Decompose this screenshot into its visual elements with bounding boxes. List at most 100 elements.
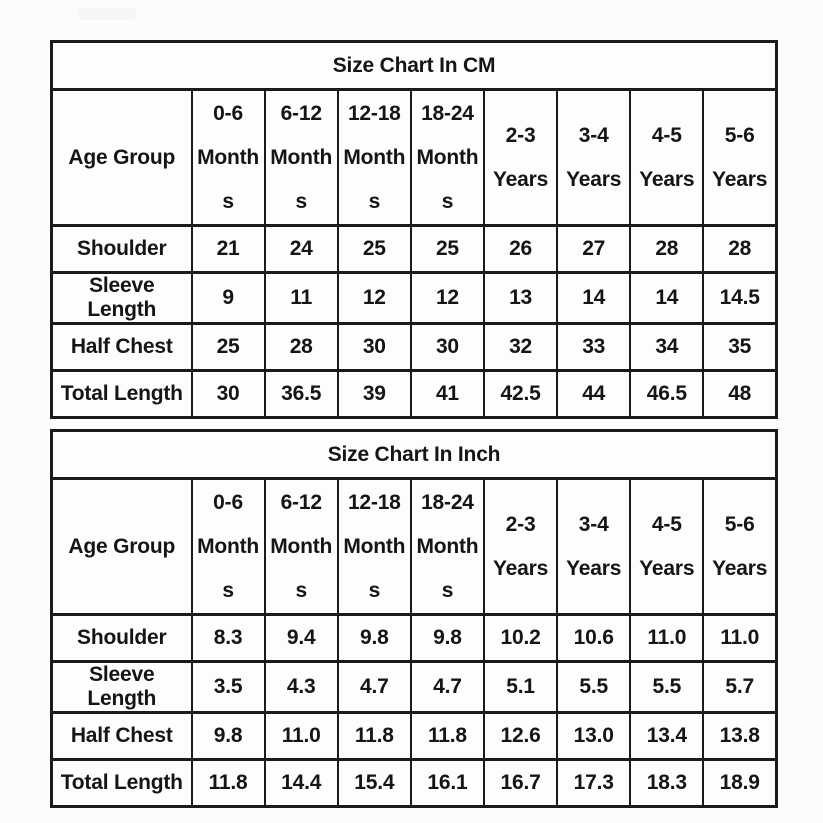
size-chart-inch-section: Size Chart In Inch Age Group 0-6 Month s 6-… [50, 429, 778, 808]
value-cell: 11.8 [190, 758, 266, 808]
value-cell: 11.0 [702, 613, 778, 663]
value-cell: 5.7 [702, 660, 778, 714]
value-cell: 9.8 [336, 613, 412, 663]
value-cell: 28 [702, 224, 778, 274]
value-cell: 18.9 [702, 758, 778, 808]
column-header-cell: 2-3 Years [482, 88, 559, 227]
value-cell: 41 [409, 369, 486, 419]
value-cell: 12 [336, 271, 412, 325]
size-chart-cm-section: Size Chart In CM Age Group 0-6 Month s 6-12… [50, 40, 778, 419]
value-cell: 5.5 [629, 660, 705, 714]
column-header-cell: 2-3 Years [482, 477, 559, 616]
value-cell: 4.7 [336, 660, 412, 714]
value-cell: 13 [482, 271, 559, 325]
row-label-cell: Half Chest [50, 711, 193, 761]
table-header-row: Age Group 0-6 Month s 6-12 Month s 12-18 Mo… [50, 477, 778, 616]
value-cell: 13.8 [702, 711, 778, 761]
value-cell: 39 [336, 369, 412, 419]
column-header-cell: 12-18 Month s [336, 477, 412, 616]
value-cell: 9.8 [190, 711, 266, 761]
value-cell: 4.3 [263, 660, 339, 714]
row-label-cell: Total Length [50, 758, 193, 808]
column-header-cell: 5-6 Years [702, 477, 778, 616]
value-cell: 11.0 [629, 613, 705, 663]
value-cell: 14 [556, 271, 632, 325]
column-header-cell: 6-12 Month s [263, 88, 339, 227]
column-header-cell: 0-6 Month s [190, 88, 266, 227]
table-row: Half Chest 25 28 30 30 32 33 34 35 [50, 322, 778, 372]
table-row: Total Length 11.8 14.4 15.4 16.1 16.7 17.3 18.3… [50, 758, 778, 808]
value-cell: 15.4 [336, 758, 412, 808]
row-label-cell: Shoulder [50, 613, 193, 663]
value-cell: 35 [702, 322, 778, 372]
value-cell: 24 [263, 224, 339, 274]
table-title: Size Chart In Inch [50, 429, 778, 480]
value-cell: 11.0 [263, 711, 339, 761]
value-cell: 30 [336, 322, 412, 372]
value-cell: 11.8 [409, 711, 486, 761]
value-cell: 10.6 [556, 613, 632, 663]
value-cell: 18.3 [629, 758, 705, 808]
column-header-cell: 5-6 Years [702, 88, 778, 227]
size-table: Size Chart In Inch Age Group 0-6 Month s 6-… [50, 429, 778, 808]
table-row: Total Length 30 36.5 39 41 42.5 44 46.5 48 [50, 369, 778, 419]
table-title-row: Size Chart In CM [50, 40, 778, 91]
value-cell: 16.1 [409, 758, 486, 808]
column-header-cell: 18-24 Month s [409, 477, 486, 616]
value-cell: 11.8 [336, 711, 412, 761]
value-cell: 36.5 [263, 369, 339, 419]
value-cell: 27 [556, 224, 632, 274]
column-header-cell: 18-24 Month s [409, 88, 486, 227]
size-table: Size Chart In CM Age Group 0-6 Month s 6-12… [50, 40, 778, 419]
row-label-cell: Sleeve Length [50, 271, 193, 325]
value-cell: 16.7 [482, 758, 559, 808]
value-cell: 14.4 [263, 758, 339, 808]
row-label-cell: Shoulder [50, 224, 193, 274]
value-cell: 9 [190, 271, 266, 325]
value-cell: 30 [190, 369, 266, 419]
column-header-cell: 6-12 Month s [263, 477, 339, 616]
column-header-cell: 4-5 Years [629, 477, 705, 616]
value-cell: 46.5 [629, 369, 705, 419]
value-cell: 3.5 [190, 660, 266, 714]
value-cell: 17.3 [556, 758, 632, 808]
table-row: Half Chest 9.8 11.0 11.8 11.8 12.6 13.0 13.4 13.… [50, 711, 778, 761]
watermark-badge [78, 8, 136, 20]
value-cell: 13.0 [556, 711, 632, 761]
value-cell: 28 [629, 224, 705, 274]
value-cell: 12 [409, 271, 486, 325]
row-label-cell: Half Chest [50, 322, 193, 372]
value-cell: 14 [629, 271, 705, 325]
table-title: Size Chart In CM [50, 40, 778, 91]
column-header-cell: 4-5 Years [629, 88, 705, 227]
value-cell: 5.5 [556, 660, 632, 714]
value-cell: 8.3 [190, 613, 266, 663]
value-cell: 10.2 [482, 613, 559, 663]
column-header-cell: 3-4 Years [556, 477, 632, 616]
value-cell: 9.8 [409, 613, 486, 663]
value-cell: 48 [702, 369, 778, 419]
value-cell: 32 [482, 322, 559, 372]
table-header-row: Age Group 0-6 Month s 6-12 Month s 12-18 Mo… [50, 88, 778, 227]
table-row: Sleeve Length 9 11 12 12 13 14 14 14.5 [50, 271, 778, 325]
value-cell: 14.5 [702, 271, 778, 325]
value-cell: 26 [482, 224, 559, 274]
age-group-label: Age Group [50, 88, 193, 227]
value-cell: 25 [409, 224, 486, 274]
value-cell: 11 [263, 271, 339, 325]
value-cell: 21 [190, 224, 266, 274]
table-row: Sleeve Length 3.5 4.3 4.7 4.7 5.1 5.5 5.5 5.7 [50, 660, 778, 714]
value-cell: 30 [409, 322, 486, 372]
value-cell: 9.4 [263, 613, 339, 663]
table-row: Shoulder 8.3 9.4 9.8 9.8 10.2 10.6 11.0 11.0 [50, 613, 778, 663]
value-cell: 33 [556, 322, 632, 372]
row-label-cell: Total Length [50, 369, 193, 419]
age-group-label: Age Group [50, 477, 193, 616]
value-cell: 13.4 [629, 711, 705, 761]
table-title-row: Size Chart In Inch [50, 429, 778, 480]
value-cell: 4.7 [409, 660, 486, 714]
table-row: Shoulder 21 24 25 25 26 27 28 28 [50, 224, 778, 274]
value-cell: 5.1 [482, 660, 559, 714]
column-header-cell: 12-18 Month s [336, 88, 412, 227]
column-header-cell: 0-6 Month s [190, 477, 266, 616]
